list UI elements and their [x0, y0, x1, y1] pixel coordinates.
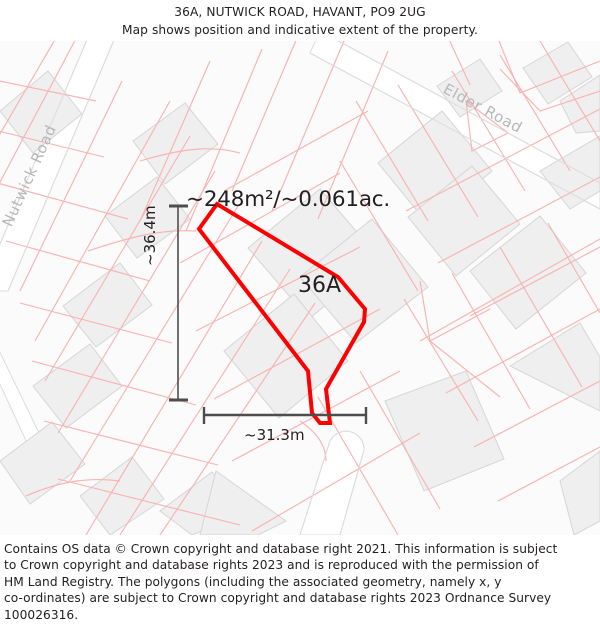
- building: [384, 370, 505, 492]
- footer-line: co-ordinates) are subject to Crown copyr…: [4, 591, 552, 606]
- building: [223, 293, 349, 419]
- footer-line: to Crown copyright and database rights 2…: [4, 558, 539, 573]
- building: [407, 165, 521, 277]
- building: [32, 343, 123, 429]
- building: [539, 135, 600, 210]
- footer-line: HM Land Registry. The polygons (includin…: [4, 574, 502, 589]
- building: [436, 58, 503, 118]
- building: [199, 470, 287, 535]
- building: [0, 70, 83, 154]
- map-canvas[interactable]: Nutwick Road Elder Road: [0, 41, 600, 535]
- page-subtitle: Map shows position and indicative extent…: [121, 23, 479, 37]
- building: [0, 421, 86, 505]
- footer-attribution: Contains OS data © Crown copyright and d…: [0, 535, 600, 625]
- road-network: [0, 41, 600, 535]
- footer-line: 100026316.: [4, 607, 79, 622]
- building: [508, 322, 600, 412]
- building: [62, 262, 153, 348]
- building: [559, 74, 600, 134]
- header: 36A, NUTWICK ROAD, HAVANT, PO9 2UG Map s…: [0, 0, 600, 41]
- property-boundary-polygon[interactable]: [196, 201, 368, 425]
- dimension-lines: [169, 204, 368, 424]
- parcel-boundaries: [0, 41, 600, 535]
- building: [299, 218, 429, 344]
- page-title: 36A, NUTWICK ROAD, HAVANT, PO9 2UG: [174, 5, 426, 19]
- building: [377, 110, 493, 225]
- road-outlines: [0, 41, 600, 535]
- building: [522, 41, 593, 105]
- building: [559, 450, 600, 535]
- footer-line: Contains OS data © Crown copyright and d…: [4, 542, 558, 556]
- building: [79, 456, 165, 535]
- building: [132, 102, 219, 185]
